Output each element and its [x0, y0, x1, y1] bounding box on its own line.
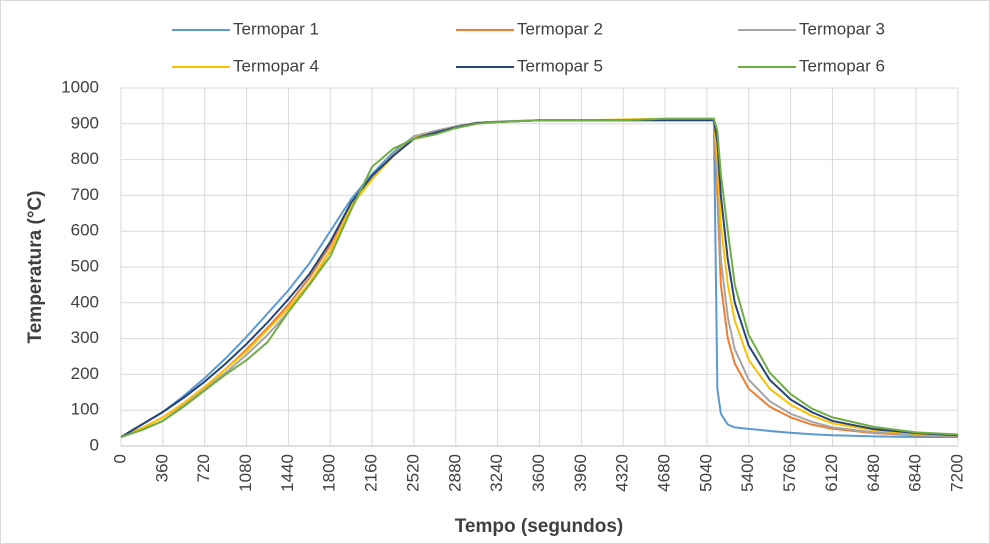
x-tick-label: 3600 — [529, 454, 548, 492]
y-tick-label: 700 — [71, 185, 99, 204]
x-tick-label: 0 — [110, 454, 129, 463]
y-tick-label: 100 — [71, 400, 99, 419]
x-tick-label: 5400 — [738, 454, 757, 492]
legend-label: Termopar 5 — [517, 56, 603, 75]
x-tick-label: 5760 — [780, 454, 799, 492]
y-tick-label: 200 — [71, 364, 99, 383]
x-tick-label: 3960 — [571, 454, 590, 492]
legend-label: Termopar 3 — [799, 19, 885, 38]
x-tick-label: 2160 — [362, 454, 381, 492]
y-tick-label: 1000 — [61, 77, 99, 96]
y-tick-label: 400 — [71, 292, 99, 311]
x-tick-label: 2880 — [445, 454, 464, 492]
y-tick-label: 900 — [71, 113, 99, 132]
x-tick-label: 7200 — [947, 454, 966, 492]
legend-label: Termopar 4 — [233, 56, 319, 75]
y-tick-label: 600 — [71, 221, 99, 240]
y-tick-label: 500 — [71, 256, 99, 275]
x-tick-label: 6840 — [906, 454, 925, 492]
x-tick-label: 720 — [194, 454, 213, 482]
x-tick-label: 1080 — [236, 454, 255, 492]
legend-label: Termopar 2 — [517, 19, 603, 38]
x-tick-label: 3240 — [487, 454, 506, 492]
y-tick-label: 800 — [71, 149, 99, 168]
x-tick-label: 4680 — [655, 454, 674, 492]
legend-label: Termopar 1 — [233, 19, 319, 38]
y-tick-label: 300 — [71, 328, 99, 347]
x-tick-label: 5040 — [696, 454, 715, 492]
x-tick-label: 2520 — [403, 454, 422, 492]
y-axis-title: Temperatura (°C) — [25, 191, 46, 344]
x-axis-title: Tempo (segundos) — [455, 516, 624, 537]
x-tick-label: 6480 — [864, 454, 883, 492]
x-tick-label: 1440 — [278, 454, 297, 492]
x-tick-label: 360 — [152, 454, 171, 482]
y-tick-label: 0 — [90, 435, 99, 454]
x-tick-label: 1800 — [320, 454, 339, 492]
x-tick-label: 4320 — [613, 454, 632, 492]
legend-label: Termopar 6 — [799, 56, 885, 75]
series-line — [120, 117, 959, 438]
x-tick-label: 6120 — [822, 454, 841, 492]
